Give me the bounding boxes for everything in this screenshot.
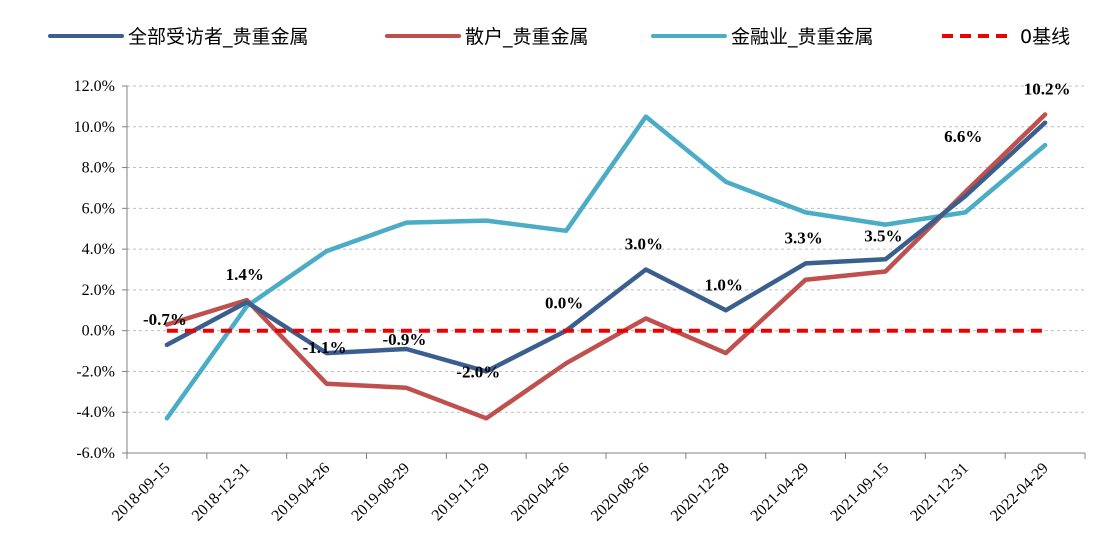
x-tick-label: 2021-09-15 [827,460,892,525]
y-tick-label: -6.0% [76,445,115,462]
x-axis-ticks: 2018-09-15 2018-12-31 2019-04-26 2019-08-29… [109,453,1086,525]
y-tick-label: 0.0% [82,323,115,340]
y-tick-label: 12.0% [74,78,115,95]
data-label: 1.4% [226,265,264,284]
series-line-retail [164,112,1048,421]
y-axis-ticks: -6.0% -4.0% -2.0% 0.0% 2.0% 4.0% 6.0% 8.0% 10.0%… [74,78,127,462]
y-tick-label: 2.0% [82,282,115,299]
data-label: 3.5% [864,226,902,245]
series-line-financial [164,114,1048,421]
data-label: -0.9% [382,330,426,349]
data-label: 3.0% [625,235,663,254]
x-tick-label: 2020-12-28 [668,460,733,525]
series-lines [164,112,1048,421]
x-tick-label: 2018-12-31 [189,460,254,525]
legend-label-all-respondents: 全部受访者_贵重金属 [128,26,309,48]
x-tick-label: 2018-09-15 [109,460,174,525]
legend-item-all-respondents: 全部受访者_贵重金属 [48,26,309,48]
legend-item-financial: 金融业_贵重金属 [651,26,874,48]
data-label: 1.0% [705,275,743,294]
data-label: -1.1% [303,338,347,357]
series-line-all-respondents [164,120,1048,374]
y-tick-label: 8.0% [82,160,115,177]
x-tick-label: 2019-04-26 [269,460,334,525]
y-tick-label: 6.0% [82,200,115,217]
y-tick-label: 4.0% [82,241,115,258]
y-tick-label: 10.0% [74,119,115,136]
axes [126,86,1085,454]
grid-lines [127,85,1085,413]
legend-label-financial: 金融业_贵重金属 [731,26,874,48]
y-tick-label: -2.0% [76,363,115,380]
x-tick-label: 2021-12-31 [907,460,972,525]
data-label: 10.2% [1024,80,1071,99]
legend-item-retail: 散户_贵重金属 [385,26,589,48]
x-tick-label: 2019-08-29 [348,460,413,525]
data-labels: -0.7% 1.4% -1.1% -0.9% -2.0% 0.0% 3.0% 1.0% 3.3%… [143,80,1071,382]
x-tick-label: 2019-11-29 [429,460,493,524]
y-tick-label: -4.0% [76,404,115,421]
legend: 全部受访者_贵重金属 散户_贵重金属 金融业_贵重金属 0基线 [48,26,1070,48]
x-tick-label: 2022-04-29 [987,460,1052,525]
data-label: 6.6% [944,127,982,146]
data-label: 3.3% [784,228,822,247]
legend-item-baseline: 0基线 [942,26,1070,48]
data-label: 0.0% [545,294,583,313]
x-tick-label: 2020-08-26 [588,460,653,525]
data-label: -0.7% [143,310,187,329]
legend-label-retail: 散户_贵重金属 [465,26,589,48]
x-tick-label: 2020-04-26 [508,460,573,525]
data-label: -2.0% [456,362,500,381]
x-tick-label: 2021-04-29 [748,460,813,525]
legend-label-baseline: 0基线 [1020,26,1070,48]
